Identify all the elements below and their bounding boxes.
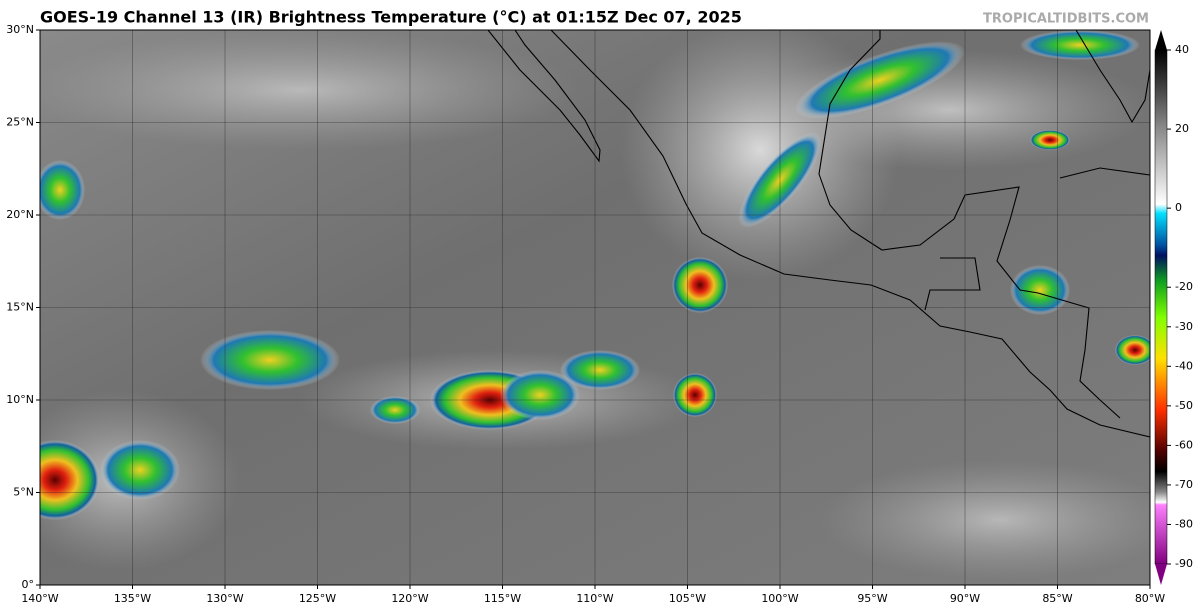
lon-label: 105°W [669, 592, 706, 605]
lon-label: 115°W [484, 592, 521, 605]
colorbar-label: -30 [1175, 320, 1193, 333]
lon-label: 120°W [391, 592, 428, 605]
lat-label: 10°N [6, 393, 34, 406]
colorbar-label: -20 [1175, 280, 1193, 293]
lat-label: 25°N [6, 116, 34, 129]
colorbar-label: 40 [1175, 43, 1189, 56]
colorbar-label: -90 [1175, 557, 1193, 570]
lon-label: 135°W [114, 592, 151, 605]
lat-label: 5°N [13, 486, 34, 499]
satellite-image [40, 30, 1150, 585]
title: GOES-19 Channel 13 (IR) Brightness Tempe… [40, 8, 742, 27]
lon-label: 85°W [1042, 592, 1072, 605]
lon-label: 95°W [857, 592, 887, 605]
colorbar-label: 20 [1175, 122, 1189, 135]
source: TROPICALTIDBITS.COM [983, 12, 1149, 27]
colorbar [1154, 30, 1168, 585]
lat-label: 0° [22, 578, 35, 591]
colorbar-label: -70 [1175, 478, 1193, 491]
colorbar-label: 0 [1175, 201, 1182, 214]
colorbar-label: -40 [1175, 359, 1193, 372]
colorbar-label: -50 [1175, 399, 1193, 412]
lon-label: 80°W [1135, 592, 1165, 605]
lat-label: 15°N [6, 301, 34, 314]
map-frame [39, 29, 1151, 586]
lon-label: 140°W [21, 592, 58, 605]
graticule: 140°W 135°W 130°W 125°W 120°W 115°W 110°W 105°W… [6, 23, 1165, 605]
colorbar-label: -60 [1175, 438, 1193, 451]
colorbar-labels: 40 20 0 -20 -30 -40 -50 -60 -70 -80 -90 [1167, 43, 1193, 570]
colorbar-label: -80 [1175, 517, 1193, 530]
lon-label: 130°W [206, 592, 243, 605]
lon-label: 110°W [576, 592, 613, 605]
lat-label: 20°N [6, 208, 34, 221]
lon-label: 100°W [761, 592, 798, 605]
lat-label: 30°N [6, 23, 34, 36]
lon-label: 90°W [950, 592, 980, 605]
lon-label: 125°W [299, 592, 336, 605]
